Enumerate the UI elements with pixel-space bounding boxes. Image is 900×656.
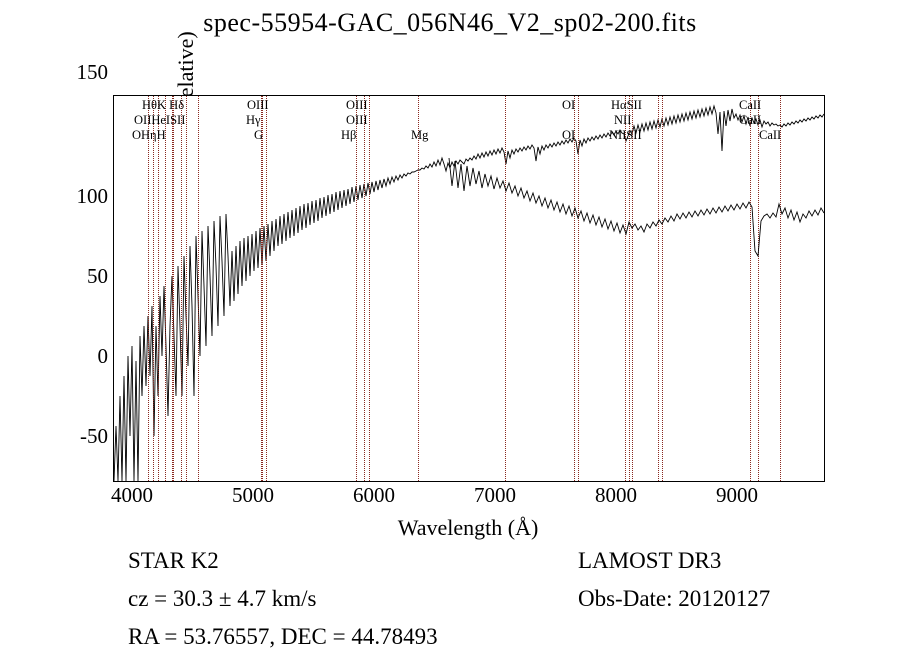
spectrum-viewer-page: spec-55954-GAC_056N46_V2_sp02-200.fits F… xyxy=(0,0,900,649)
x-tick-5000: 5000 xyxy=(213,483,293,508)
survey-line: LAMOST DR3 xyxy=(578,542,770,580)
x-axis-label: Wavelength (Å) xyxy=(113,515,823,541)
survey-info-block: LAMOST DR3 Obs-Date: 20120127 xyxy=(578,542,770,618)
y-tick-100: 100 xyxy=(60,184,108,209)
page-title: spec-55954-GAC_056N46_V2_sp02-200.fits xyxy=(0,8,900,38)
star-line: STAR K2 xyxy=(128,542,438,580)
x-tick-7000: 7000 xyxy=(455,483,535,508)
x-tick-4000: 4000 xyxy=(92,483,172,508)
star-info-block: STAR K2 cz = 30.3 ± 4.7 km/s RA = 53.765… xyxy=(128,542,438,656)
spectrum-plot-area[interactable]: HθK Hδ OIIHeISII OΗηH OIII Hγ G OIII OII… xyxy=(113,95,825,482)
x-tick-6000: 6000 xyxy=(334,483,414,508)
x-tick-8000: 8000 xyxy=(576,483,656,508)
spectrum-curve-svg-right xyxy=(114,96,824,481)
y-tick-150: 150 xyxy=(60,60,108,85)
coord-line: RA = 53.76557, DEC = 44.78493 xyxy=(128,618,438,656)
cz-line: cz = 30.3 ± 4.7 km/s xyxy=(128,580,438,618)
y-tick-50: 50 xyxy=(60,264,108,289)
y-tick-neg50: -50 xyxy=(60,424,108,449)
x-tick-9000: 9000 xyxy=(697,483,777,508)
y-tick-0: 0 xyxy=(60,344,108,369)
obs-date-line: Obs-Date: 20120127 xyxy=(578,580,770,618)
